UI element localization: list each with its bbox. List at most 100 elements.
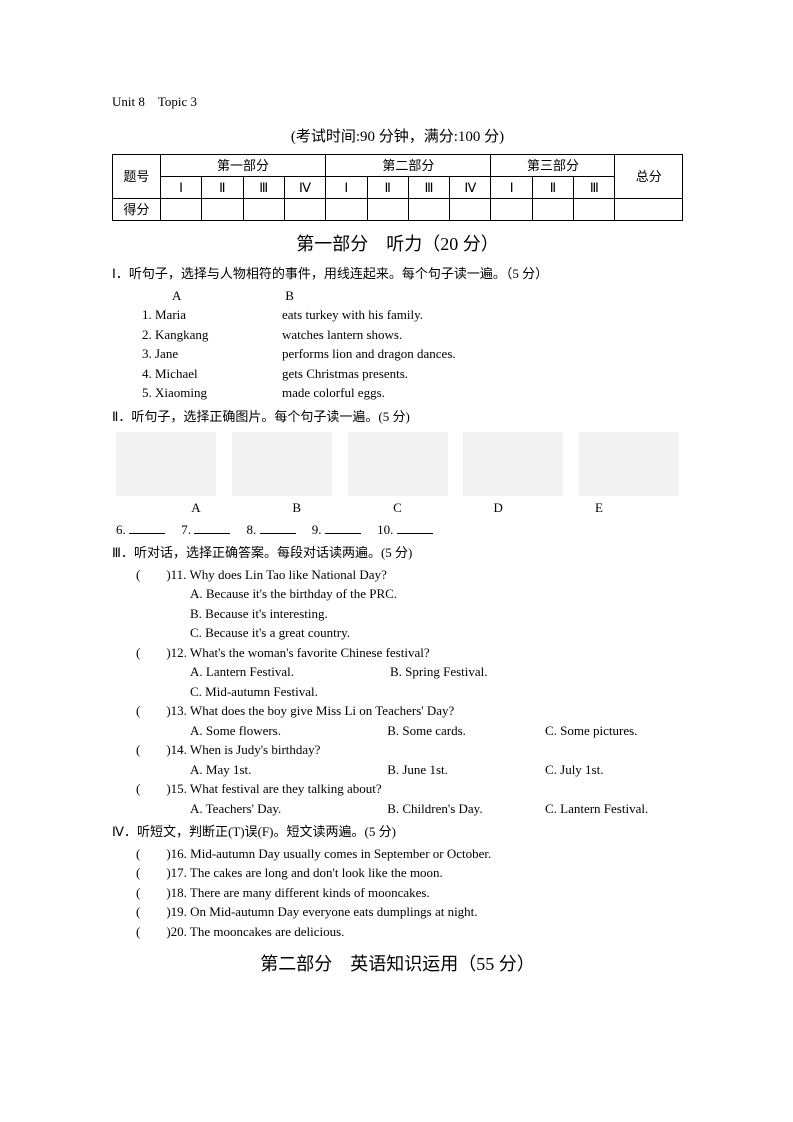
score-cell[interactable] bbox=[574, 199, 615, 221]
blank-num: 9. bbox=[312, 522, 322, 537]
question-block: ( )12. What's the woman's favorite Chine… bbox=[136, 643, 683, 702]
part-header: 第二部分 bbox=[326, 155, 491, 177]
option-b: B. Spring Festival. bbox=[390, 662, 550, 682]
score-cell[interactable] bbox=[450, 199, 491, 221]
blank-input[interactable] bbox=[325, 522, 361, 534]
total-header: 总分 bbox=[615, 155, 683, 199]
roman-cell: Ⅰ bbox=[491, 177, 532, 199]
option-c: C. Lantern Festival. bbox=[545, 799, 683, 819]
option-a: A. Some flowers. bbox=[190, 721, 387, 741]
score-cell[interactable] bbox=[284, 199, 325, 221]
item-num: 5. bbox=[142, 385, 152, 400]
picture-icon bbox=[232, 432, 332, 496]
s1-instruction: Ⅰ．听句子，选择与人物相符的事件，用线连起来。每个句子读一遍。（5 分） bbox=[112, 264, 683, 284]
option-c: C. Mid-autumn Festival. bbox=[190, 682, 683, 702]
question-stem: ( )12. What's the woman's favorite Chine… bbox=[136, 643, 683, 663]
tf-item: ( )19. On Mid-autumn Day everyone eats d… bbox=[136, 902, 683, 922]
picture-icon bbox=[579, 432, 679, 496]
fill-blanks: 6. 7. 8. 9. 10. bbox=[116, 520, 683, 540]
s2-instruction: Ⅱ．听句子，选择正确图片。每个句子读一遍。(5 分) bbox=[112, 407, 683, 427]
option-a: A. Teachers' Day. bbox=[190, 799, 387, 819]
match-row: 4. Michael gets Christmas presents. bbox=[142, 364, 683, 384]
letter-row: A B C D E bbox=[146, 498, 649, 518]
question-stem: ( )11. Why does Lin Tao like National Da… bbox=[136, 565, 683, 585]
blank-num: 6. bbox=[116, 522, 126, 537]
question-block: ( )13. What does the boy give Miss Li on… bbox=[136, 701, 683, 740]
part-header: 第三部分 bbox=[491, 155, 615, 177]
score-cell[interactable] bbox=[243, 199, 284, 221]
letter-label: B bbox=[247, 498, 347, 518]
blank-num: 7. bbox=[181, 522, 191, 537]
roman-cell: Ⅱ bbox=[202, 177, 243, 199]
item-b: gets Christmas presents. bbox=[282, 366, 408, 381]
option-c: C. Because it's a great country. bbox=[190, 623, 683, 643]
blank-input[interactable] bbox=[129, 522, 165, 534]
picture-icon bbox=[463, 432, 563, 496]
roman-cell: Ⅲ bbox=[574, 177, 615, 199]
score-cell[interactable] bbox=[326, 199, 367, 221]
letter-label: E bbox=[549, 498, 649, 518]
options-row: A. Teachers' Day. B. Children's Day. C. … bbox=[190, 799, 683, 819]
item-b: performs lion and dragon dances. bbox=[282, 346, 456, 361]
ab-header: A B bbox=[172, 286, 683, 306]
item-num: 4. bbox=[142, 366, 152, 381]
score-cell[interactable] bbox=[408, 199, 449, 221]
score-cell[interactable] bbox=[367, 199, 408, 221]
options-row: A. Some flowers. B. Some cards. C. Some … bbox=[190, 721, 683, 741]
score-cell[interactable] bbox=[615, 199, 683, 221]
tf-item: ( )20. The mooncakes are delicious. bbox=[136, 922, 683, 942]
table-row: Ⅰ Ⅱ Ⅲ Ⅳ Ⅰ Ⅱ Ⅲ Ⅳ Ⅰ Ⅱ Ⅲ bbox=[113, 177, 683, 199]
image-row bbox=[116, 432, 679, 496]
question-block: ( )11. Why does Lin Tao like National Da… bbox=[136, 565, 683, 643]
match-row: 2. Kangkangwatches lantern shows. bbox=[142, 325, 683, 345]
item-a: Jane bbox=[155, 346, 178, 361]
tf-item: ( )18. There are many different kinds of… bbox=[136, 883, 683, 903]
item-num: 3. bbox=[142, 346, 152, 361]
option-b: B. June 1st. bbox=[387, 760, 545, 780]
letter-label: D bbox=[448, 498, 548, 518]
header-unit: Unit 8 Topic 3 bbox=[112, 92, 683, 112]
question-stem: ( )13. What does the boy give Miss Li on… bbox=[136, 701, 683, 721]
unit-label: Unit 8 bbox=[112, 94, 145, 109]
options-row: A. Lantern Festival. B. Spring Festival. bbox=[190, 662, 683, 682]
blank-num: 8. bbox=[247, 522, 257, 537]
exam-info: (考试时间:90 分钟，满分:100 分) bbox=[112, 126, 683, 149]
option-a: A. Because it's the birthday of the PRC. bbox=[190, 584, 683, 604]
col-a-label: A bbox=[172, 286, 282, 306]
options-row: A. May 1st. B. June 1st. C. July 1st. bbox=[190, 760, 683, 780]
option-b: B. Children's Day. bbox=[387, 799, 545, 819]
score-cell[interactable] bbox=[532, 199, 573, 221]
item-a: Michael bbox=[155, 366, 198, 381]
question-stem: ( )14. When is Judy's birthday? bbox=[136, 740, 683, 760]
letter-label: A bbox=[146, 498, 246, 518]
row-label: 得分 bbox=[113, 199, 161, 221]
item-a: Xiaoming bbox=[155, 385, 207, 400]
blank-input[interactable] bbox=[260, 522, 296, 534]
item-a: Maria bbox=[155, 307, 186, 322]
blank-input[interactable] bbox=[397, 522, 433, 534]
roman-cell: Ⅲ bbox=[408, 177, 449, 199]
table-row: 得分 bbox=[113, 199, 683, 221]
s3-instruction: Ⅲ．听对话，选择正确答案。每段对话读两遍。(5 分) bbox=[112, 543, 683, 563]
match-row: 5. Xiaomingmade colorful eggs. bbox=[142, 383, 683, 403]
score-cell[interactable] bbox=[160, 199, 201, 221]
roman-cell: Ⅰ bbox=[160, 177, 201, 199]
col-b-label: B bbox=[285, 288, 294, 303]
roman-cell: Ⅱ bbox=[532, 177, 573, 199]
option-b: B. Some cards. bbox=[387, 721, 545, 741]
option-a: A. Lantern Festival. bbox=[190, 662, 390, 682]
question-block: ( )14. When is Judy's birthday? A. May 1… bbox=[136, 740, 683, 779]
option-a: A. May 1st. bbox=[190, 760, 387, 780]
item-a: Kangkang bbox=[155, 327, 208, 342]
roman-cell: Ⅲ bbox=[243, 177, 284, 199]
item-num: 1. bbox=[142, 307, 152, 322]
match-row: 1. Mariaeats turkey with his family. bbox=[142, 305, 683, 325]
row-label: 题号 bbox=[113, 155, 161, 199]
s4-instruction: Ⅳ．听短文，判断正(T)误(F)。短文读两遍。(5 分) bbox=[112, 822, 683, 842]
score-cell[interactable] bbox=[202, 199, 243, 221]
blank-input[interactable] bbox=[194, 522, 230, 534]
option-c: C. Some pictures. bbox=[545, 721, 683, 741]
blank-num: 10. bbox=[377, 522, 393, 537]
picture-icon bbox=[116, 432, 216, 496]
score-cell[interactable] bbox=[491, 199, 532, 221]
